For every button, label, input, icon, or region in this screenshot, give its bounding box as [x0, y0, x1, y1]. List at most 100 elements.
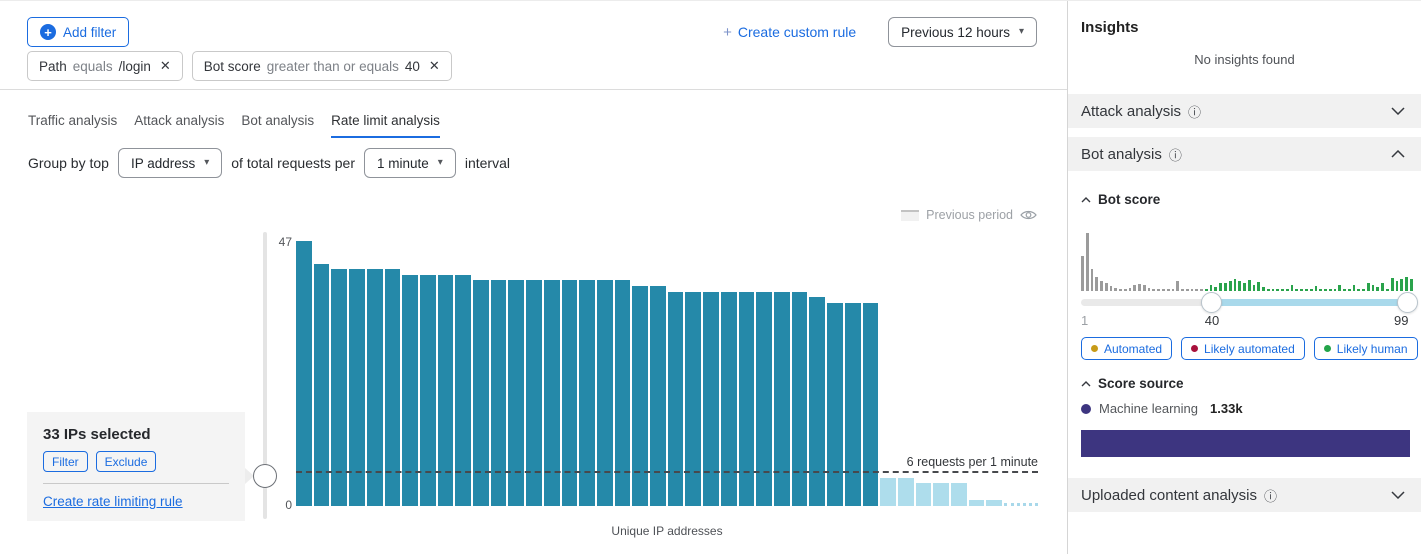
- previous-period-label: Previous period: [926, 208, 1013, 222]
- selection-panel: 33 IPs selected Filter Exclude Create ra…: [27, 412, 245, 521]
- histogram-bar: [1123, 289, 1127, 291]
- chart-bar[interactable]: [986, 500, 1003, 506]
- chart-bar[interactable]: [844, 303, 861, 506]
- chart-bar[interactable]: [791, 292, 808, 506]
- bot-score-slider-handle-max[interactable]: [1397, 292, 1418, 313]
- chart-bar[interactable]: [579, 280, 595, 506]
- tab-traffic-analysis[interactable]: Traffic analysis: [28, 113, 118, 128]
- chart-bar[interactable]: [296, 241, 312, 506]
- chart-bar[interactable]: [543, 280, 560, 506]
- section-uploaded-content-analysis[interactable]: Uploaded content analysis ⓘ: [1068, 478, 1421, 512]
- histogram-bar: [1195, 289, 1199, 291]
- chart-bar[interactable]: [561, 280, 578, 506]
- toolbar-right: + Create custom rule Previous 12 hours ▾: [723, 17, 1037, 47]
- chart-bar[interactable]: [968, 500, 985, 506]
- chart-bar[interactable]: [650, 286, 666, 506]
- bot-score-slider-track[interactable]: [1081, 299, 1413, 306]
- histogram-bar: [1185, 289, 1189, 291]
- filter-chip-path[interactable]: Path equals /login ✕: [27, 51, 183, 81]
- previous-period-legend[interactable]: Previous period: [901, 208, 1037, 222]
- chart-bar[interactable]: [349, 269, 365, 506]
- chart-bar[interactable]: [933, 483, 950, 506]
- chart-bar[interactable]: [880, 478, 896, 506]
- chart-bar[interactable]: [402, 275, 418, 506]
- histogram-bar: [1081, 256, 1084, 291]
- chart-bar[interactable]: [720, 292, 737, 506]
- histogram-bar: [1395, 281, 1399, 291]
- threshold-slider-handle[interactable]: [253, 464, 277, 488]
- chart-bar[interactable]: [756, 292, 772, 506]
- close-icon[interactable]: ✕: [159, 58, 171, 73]
- y-axis-min-label: 0: [285, 498, 292, 512]
- chart-bar[interactable]: [419, 275, 436, 506]
- add-filter-label: Add filter: [63, 24, 117, 40]
- machine-learning-label: Machine learning: [1099, 401, 1199, 416]
- chart-bar[interactable]: [455, 275, 472, 506]
- bot-score-slider-handle-min[interactable]: [1201, 292, 1222, 313]
- chart-bar[interactable]: [773, 292, 790, 506]
- chart-bar[interactable]: [366, 269, 383, 506]
- panel-pointer: [245, 468, 254, 484]
- dimension-dropdown[interactable]: IP address ▾: [117, 148, 223, 178]
- exclude-button[interactable]: Exclude: [95, 451, 157, 472]
- tab-attack-analysis[interactable]: Attack analysis: [134, 113, 225, 128]
- chart-bar[interactable]: [738, 292, 755, 506]
- close-icon[interactable]: ✕: [428, 58, 440, 73]
- score-source-header[interactable]: Score source: [1081, 376, 1184, 391]
- chart-bar[interactable]: [951, 483, 967, 506]
- histogram-bar: [1223, 283, 1227, 291]
- histogram-bar: [1214, 287, 1218, 291]
- chart-bar[interactable]: [862, 303, 879, 506]
- histogram-bar: [1085, 233, 1089, 291]
- histogram-bar: [1181, 289, 1184, 291]
- interval-dropdown[interactable]: 1 minute ▾: [364, 148, 456, 178]
- chart-bar[interactable]: [473, 280, 489, 506]
- filter-button[interactable]: Filter: [43, 451, 88, 472]
- eye-icon[interactable]: [1020, 209, 1037, 221]
- add-filter-button[interactable]: + Add filter: [27, 17, 130, 47]
- histogram-bar: [1209, 285, 1213, 291]
- chart-bar[interactable]: [827, 303, 843, 506]
- bot-score-header[interactable]: Bot score: [1081, 192, 1160, 207]
- create-custom-rule-link[interactable]: + Create custom rule: [723, 24, 856, 41]
- chip-value: /login: [118, 58, 151, 74]
- chart-bar[interactable]: [596, 280, 613, 506]
- x-axis-label: Unique IP addresses: [611, 524, 723, 538]
- chart-bar[interactable]: [809, 297, 826, 506]
- chart-bar[interactable]: [313, 264, 330, 506]
- histogram-bar: [1333, 289, 1337, 291]
- legend-chip-automated[interactable]: Automated: [1081, 337, 1173, 360]
- chart-bar[interactable]: [331, 269, 348, 506]
- chart-bar[interactable]: [490, 280, 507, 506]
- chart-bar[interactable]: [632, 286, 649, 506]
- threshold-slider-track[interactable]: [263, 232, 267, 519]
- chart-bar[interactable]: [508, 280, 525, 506]
- section-bot-analysis[interactable]: Bot analysis ⓘ: [1068, 137, 1421, 171]
- chart-bar[interactable]: [897, 478, 914, 506]
- chart-bar[interactable]: [685, 292, 702, 506]
- histogram-bar: [1381, 283, 1384, 291]
- time-range-dropdown[interactable]: Previous 12 hours ▾: [888, 17, 1037, 47]
- chart-bar[interactable]: [437, 275, 454, 506]
- filter-chip-bot-score[interactable]: Bot score greater than or equals 40 ✕: [191, 51, 452, 81]
- bot-score-legend: Automated Likely automated Likely human: [1081, 337, 1418, 360]
- chevron-down-icon: [1391, 107, 1405, 115]
- slider-max-label: 99: [1394, 313, 1409, 328]
- chart-bar[interactable]: [384, 269, 401, 506]
- legend-chip-likely-human[interactable]: Likely human: [1313, 337, 1418, 360]
- chart-bar[interactable]: [915, 483, 932, 506]
- chart-bar[interactable]: [614, 280, 631, 506]
- machine-learning-row: Machine learning 1.33k: [1081, 401, 1243, 416]
- tab-rate-limit-analysis[interactable]: Rate limit analysis: [331, 113, 440, 138]
- histogram-bar: [1119, 289, 1122, 291]
- section-attack-analysis[interactable]: Attack analysis ⓘ: [1068, 94, 1421, 128]
- create-rate-limiting-rule-link[interactable]: Create rate limiting rule: [43, 494, 183, 509]
- histogram-bar: [1166, 289, 1170, 291]
- tab-bot-analysis[interactable]: Bot analysis: [241, 113, 315, 128]
- histogram-bar: [1142, 285, 1146, 291]
- chart-bar[interactable]: [526, 280, 542, 506]
- chart-bar[interactable]: [667, 292, 684, 506]
- chart-bar[interactable]: [703, 292, 719, 506]
- legend-chip-likely-automated[interactable]: Likely automated: [1181, 337, 1305, 360]
